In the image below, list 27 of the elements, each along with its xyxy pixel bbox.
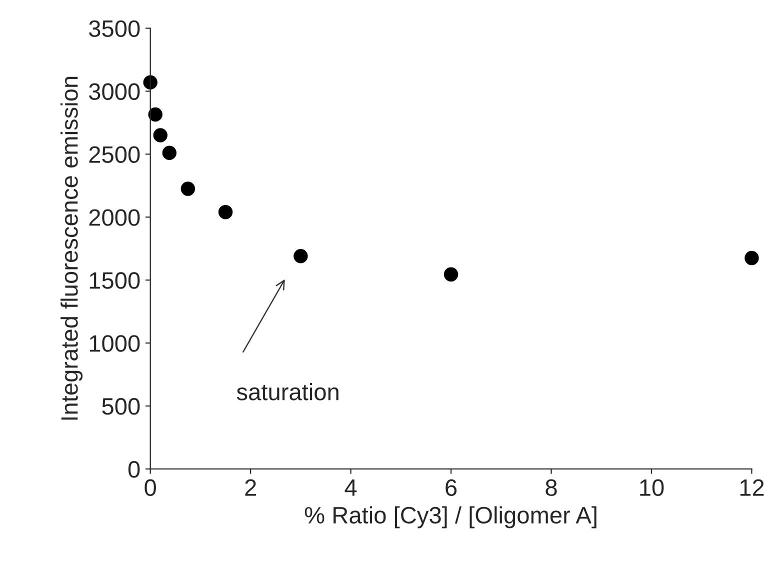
y-tick-label: 500 [102, 398, 140, 415]
point [294, 249, 308, 264]
x-tick-label: 0 [144, 479, 156, 496]
y-tick-label: 1000 [90, 335, 140, 352]
point [162, 146, 177, 160]
point [444, 267, 458, 282]
point [153, 128, 168, 142]
y-tick-label: 3000 [89, 83, 140, 100]
y-axis-title: Integrated fluorescence emission [60, 76, 83, 420]
x-tick-label: 2 [245, 479, 256, 496]
x-axis-title: % Ratio [Cy3] / [Oligomer A] [304, 506, 596, 528]
y-tick-label: 1500 [90, 272, 140, 289]
y-tick-label: 2000 [89, 209, 140, 226]
y-tick-label: 2500 [89, 146, 140, 163]
point [148, 107, 162, 122]
y-tick-label: 0 [128, 461, 140, 478]
point [744, 250, 759, 266]
y-tick-label: 3500 [89, 20, 140, 38]
x-tick-label: 12 [740, 479, 764, 496]
point [218, 204, 233, 220]
x-tick-label: 4 [344, 480, 357, 496]
x-tick-label: 10 [640, 479, 664, 496]
annotation: saturation [236, 383, 338, 400]
x-tick-label: 6 [446, 479, 457, 496]
point [143, 75, 158, 90]
point [180, 182, 196, 196]
x-tick-label: 8 [546, 479, 557, 496]
